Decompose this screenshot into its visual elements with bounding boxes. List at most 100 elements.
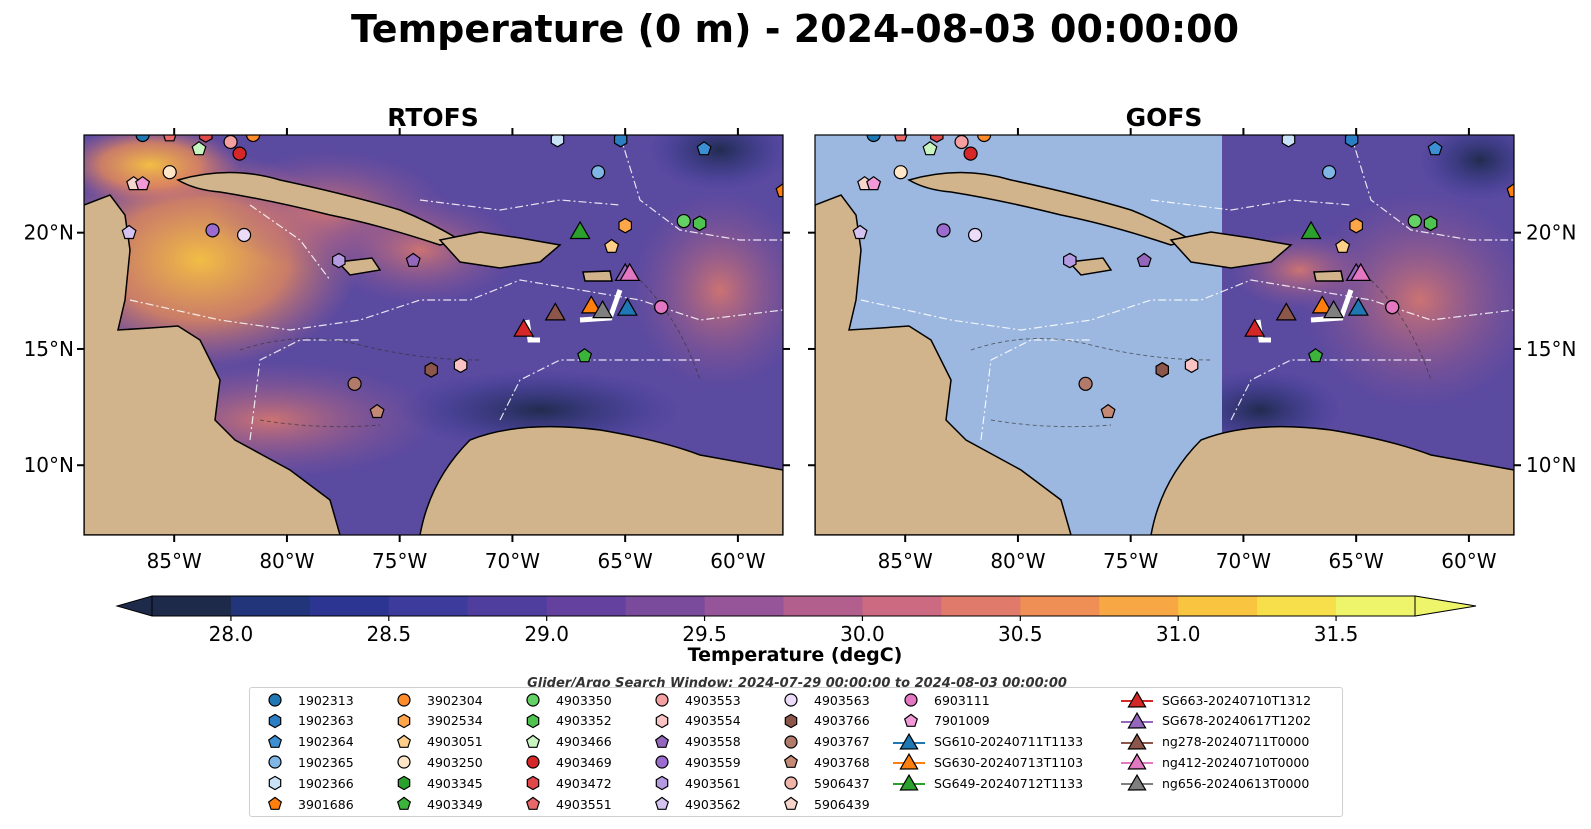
legend-float-marker	[525, 734, 541, 748]
legend-marker	[1121, 690, 1153, 708]
legend-marker	[268, 775, 282, 791]
legend-marker	[784, 693, 798, 707]
legend-item: 4903766	[772, 711, 870, 731]
legend-label: 4903349	[427, 796, 483, 812]
legend-item: 4903768	[772, 752, 870, 772]
legend-glider-marker	[1127, 753, 1147, 770]
glider-marker-SG610-20240711T1133	[616, 297, 638, 316]
legend-marker	[526, 775, 540, 791]
colorbar-segment	[862, 596, 942, 616]
legend-float-marker	[655, 775, 669, 791]
legend-float-marker	[654, 734, 670, 748]
colorbar-tick-label: 29.0	[524, 622, 569, 646]
float-marker-4903554	[453, 357, 468, 374]
float-marker-4903553	[223, 135, 238, 150]
legend-item: 4903051	[385, 732, 483, 752]
lat-axis-rtofs: 10°N 15°N 20°N	[24, 221, 790, 477]
float-marker-3902534	[1349, 217, 1364, 234]
float-marker-1902365	[1322, 165, 1337, 180]
float-marker-4903469	[963, 146, 978, 161]
legend-float-marker	[268, 755, 282, 769]
lon-tick-label: 85°W	[147, 549, 202, 573]
float-marker-4903768	[1100, 403, 1116, 419]
panel-title-rtofs: RTOFS	[387, 103, 479, 132]
legend-marker	[268, 693, 282, 707]
markers-gofs	[852, 135, 1514, 419]
legend-label: SG649-20240712T1133	[934, 775, 1084, 791]
glider-marker-SG630-20240713T1103	[580, 295, 602, 314]
legend-float-marker	[904, 693, 918, 707]
legend-label: 5906437	[814, 775, 870, 791]
float-marker-4903558	[405, 252, 421, 267]
legend-item: 4903767	[772, 732, 870, 752]
legend-label: 1902363	[298, 713, 354, 729]
legend-label: ng656-20240613T0000	[1162, 775, 1310, 791]
legend-item: 3902534	[385, 711, 483, 731]
legend-marker	[655, 775, 669, 791]
legend-marker	[893, 774, 925, 791]
lon-tick-label: 65°W	[1329, 549, 1384, 573]
glider-marker-SG663-20240710T1312	[1244, 318, 1266, 337]
lon-tick-label: 70°W	[1216, 549, 1271, 573]
legend-item: 1902365	[256, 752, 354, 772]
glider-marker-SG649-20240712T1133	[1300, 220, 1322, 240]
legend-label: 4903558	[685, 734, 741, 750]
lat-tick-label: 10°N	[1526, 453, 1576, 477]
float-marker-1902365	[591, 165, 606, 180]
legend-float-marker	[784, 693, 798, 707]
float-marker-7901009	[135, 175, 151, 191]
legend-marker	[904, 693, 918, 707]
float-marker-3902534	[618, 217, 633, 234]
legend-label: 4903553	[685, 692, 741, 708]
legend-float-marker	[267, 734, 283, 748]
legend-label: 5906439	[814, 796, 870, 812]
float-marker-1902364	[696, 141, 712, 156]
legend-float-marker	[397, 775, 411, 791]
float-marker-4903559	[205, 223, 220, 238]
contours-gofs	[970, 279, 1432, 428]
legend-marker	[1121, 774, 1153, 791]
float-marker-4903051	[1335, 238, 1351, 253]
colorbar-segment	[1257, 596, 1337, 616]
glider-marker-SG610-20240711T1133	[1347, 297, 1369, 316]
legend-glider-marker	[899, 753, 919, 770]
legend-item: 4903561	[643, 773, 741, 793]
colorbar-extend-min	[115, 595, 153, 617]
legend-item: 4903563	[772, 690, 870, 710]
legend-item: 4903250	[385, 752, 483, 772]
legend-float-marker	[783, 755, 799, 769]
legend-glider-marker	[899, 774, 919, 791]
legend-item: SG630-20240713T1103	[892, 752, 1083, 772]
legend-marker	[1121, 732, 1153, 750]
legend-float-marker	[525, 796, 541, 810]
legend-float-marker	[268, 713, 282, 729]
float-marker-4903766	[424, 362, 438, 378]
legend-label: 4903562	[685, 796, 741, 812]
legend-item: ng278-20240711T0000	[1120, 732, 1309, 752]
float-marker-4903766	[1155, 362, 1170, 378]
glider-marker-ng278-20240711T0000	[544, 302, 566, 321]
legend-float-marker	[903, 713, 919, 727]
legend-float-marker	[784, 734, 798, 749]
legend-label: 4903559	[685, 754, 741, 770]
legend-marker	[268, 713, 282, 729]
map-gofs	[815, 135, 1514, 535]
lon-tick-label: 75°W	[372, 549, 427, 573]
float-marker-3901686	[1506, 182, 1514, 198]
legend-marker	[903, 713, 919, 727]
float-marker-4903562	[121, 224, 137, 240]
legend-item: SG610-20240711T1133	[892, 732, 1083, 752]
legend-item: 4903553	[643, 690, 741, 710]
legend-item: ng656-20240613T0000	[1120, 773, 1309, 793]
float-marker-4903551	[162, 135, 177, 142]
legend-marker	[397, 713, 411, 729]
legend-label: SG678-20240617T1202	[1162, 713, 1312, 729]
float-marker-1902363	[1344, 135, 1359, 148]
legend-marker	[397, 693, 411, 707]
colorbar-segment	[1336, 596, 1416, 616]
legend-item: SG663-20240710T1312	[1120, 690, 1311, 710]
colorbar-frame	[151, 595, 1416, 617]
legend-label: 4903767	[814, 734, 870, 750]
legend-label: ng412-20240710T0000	[1162, 754, 1310, 770]
legend-float-marker	[397, 713, 411, 729]
